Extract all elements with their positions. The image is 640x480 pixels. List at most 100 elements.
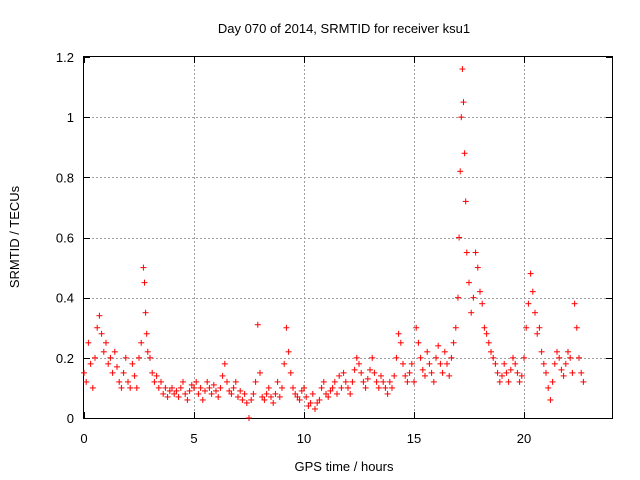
data-point [265,384,272,391]
y-tick-label: 0 [67,411,74,426]
data-point [446,372,453,379]
data-point [560,372,567,379]
data-point [428,369,435,376]
data-point [364,375,371,382]
data-point [334,390,340,397]
data-point [466,279,472,286]
data-point [417,354,424,361]
data-point [272,390,279,397]
data-point [290,384,296,391]
data-point [100,348,107,355]
data-point [470,294,477,301]
data-point [481,324,488,331]
data-point [496,378,503,385]
data-point [246,415,252,421]
data-point [199,396,206,403]
data-point [118,384,125,391]
x-tick-label: 15 [407,431,421,446]
data-point [111,348,118,355]
data-point [248,396,255,403]
data-point [180,378,186,385]
data-point [415,339,422,346]
data-point [378,372,384,379]
data-point [122,354,129,361]
data-point [503,369,510,376]
data-point [375,384,382,391]
data-point [342,378,349,385]
data-point [460,99,467,106]
data-point [527,270,534,277]
data-point [184,396,191,403]
data-point [116,378,123,385]
data-point [413,324,420,331]
data-point [171,390,178,397]
data-point [202,387,208,394]
data-point [217,384,224,391]
data-point [362,384,369,391]
data-point [422,372,428,379]
data-point [444,360,450,367]
data-point [474,264,481,271]
x-tick-label: 5 [190,431,197,446]
data-point [554,348,560,355]
data-point [389,384,395,391]
data-point [532,309,538,316]
data-point [312,405,318,412]
data-point [386,378,393,385]
data-point [521,354,527,361]
data-point [576,354,582,361]
data-point [393,354,400,361]
data-point [270,399,277,406]
data-point [107,354,114,361]
data-point [505,378,512,385]
data-point [292,390,299,397]
data-point [285,348,292,355]
data-point [316,396,323,403]
data-point [565,348,571,355]
data-point [98,330,105,337]
y-axis-label: SRMTID / TECUs [7,185,22,288]
data-point [160,390,167,397]
data-point [485,339,492,346]
grid [84,57,612,418]
data-point [305,402,312,409]
x-tick-label: 10 [297,431,311,446]
data-point [140,264,147,271]
data-point [331,378,338,385]
x-axis-label: GPS time / hours [295,459,394,474]
data-point [518,372,525,379]
data-point [274,378,281,385]
data-point [250,390,257,397]
data-point [353,354,360,361]
data-point [507,366,514,373]
data-point [327,387,334,394]
y-tick-label: 1.2 [56,50,74,65]
data-point [296,396,303,403]
data-point [439,369,446,376]
data-point [452,324,459,331]
data-point [477,288,483,295]
data-point [349,378,356,385]
data-point [573,324,580,331]
data-point [241,390,248,397]
data-point [479,300,486,307]
data-point [127,384,134,391]
data-point [358,369,365,376]
data-point [556,354,563,361]
data-point [224,378,230,385]
data-point [208,390,215,397]
data-point [298,387,305,394]
y-tick-label: 0.8 [56,170,74,185]
data-point [129,360,136,367]
data-point [133,384,140,391]
y-tick-label: 0.6 [56,231,74,246]
data-point [94,324,101,331]
data-point [81,369,87,376]
data-point [243,399,250,406]
plot-frame [83,56,613,419]
data-point [219,372,226,379]
data-point [281,360,288,367]
data-point [287,369,294,376]
data-point [279,384,285,391]
